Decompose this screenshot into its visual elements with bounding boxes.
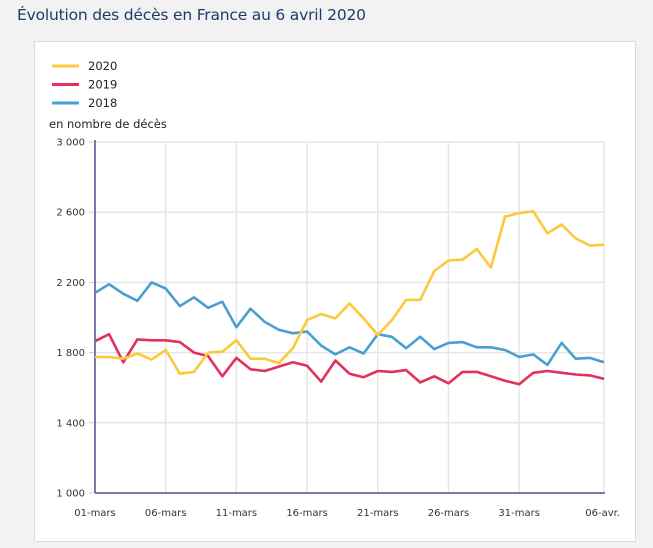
y-tick-label: 1 000 xyxy=(56,489,85,500)
y-tick-label: 3 000 xyxy=(56,138,85,149)
x-tick-label: 01-mars xyxy=(74,508,116,519)
series-line-2020 xyxy=(95,210,605,376)
y-tick-label: 2 600 xyxy=(56,208,85,219)
y-axis-unit-label: en nombre de décès xyxy=(49,117,167,131)
legend-label-2019: 2019 xyxy=(88,78,117,92)
axes xyxy=(94,140,605,494)
x-tick-label: 21-mars xyxy=(357,508,399,519)
legend: 2020 2019 2018 xyxy=(52,59,117,110)
series-line-2019 xyxy=(94,332,605,386)
x-tick-label: 06-avr. xyxy=(585,508,620,519)
x-tick-label: 16-mars xyxy=(286,508,328,519)
legend-label-2020: 2020 xyxy=(88,59,117,73)
y-tick-label: 2 200 xyxy=(56,278,85,289)
x-tick-label: 11-mars xyxy=(216,508,258,519)
y-tick-label: 1 400 xyxy=(56,418,85,429)
axis-labels: 1 000 1 400 1 800 2 200 2 600 3 000 01-mars 06-… xyxy=(49,117,620,519)
legend-label-2018: 2018 xyxy=(88,96,117,110)
series-line-2018 xyxy=(94,281,605,367)
grid-lines xyxy=(89,141,605,494)
x-tick-label: 06-mars xyxy=(145,508,187,519)
x-tick-label: 26-mars xyxy=(428,508,470,519)
chart-panel xyxy=(34,41,636,542)
page-title: Évolution des décès en France au 6 avril… xyxy=(17,6,366,24)
y-tick-label: 1 800 xyxy=(56,348,85,359)
series-lines xyxy=(94,210,605,386)
x-tick-label: 31-mars xyxy=(498,508,540,519)
